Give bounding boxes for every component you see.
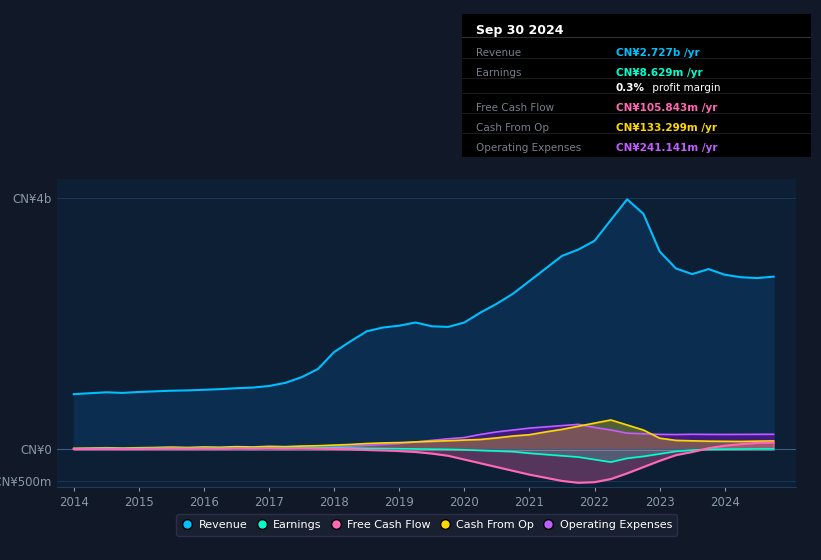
Text: Free Cash Flow: Free Cash Flow [476, 102, 554, 113]
Text: CN¥105.843m /yr: CN¥105.843m /yr [616, 102, 717, 113]
Text: CN¥8.629m /yr: CN¥8.629m /yr [616, 68, 703, 78]
Text: 0.3%: 0.3% [616, 82, 644, 92]
Text: Earnings: Earnings [476, 68, 521, 78]
Text: Sep 30 2024: Sep 30 2024 [476, 24, 564, 37]
Text: CN¥241.141m /yr: CN¥241.141m /yr [616, 142, 718, 152]
Text: Operating Expenses: Operating Expenses [476, 142, 581, 152]
Legend: Revenue, Earnings, Free Cash Flow, Cash From Op, Operating Expenses: Revenue, Earnings, Free Cash Flow, Cash … [177, 514, 677, 535]
Text: Cash From Op: Cash From Op [476, 123, 549, 133]
Text: profit margin: profit margin [649, 82, 720, 92]
Text: CN¥2.727b /yr: CN¥2.727b /yr [616, 48, 699, 58]
Text: CN¥133.299m /yr: CN¥133.299m /yr [616, 123, 717, 133]
Text: Revenue: Revenue [476, 48, 521, 58]
